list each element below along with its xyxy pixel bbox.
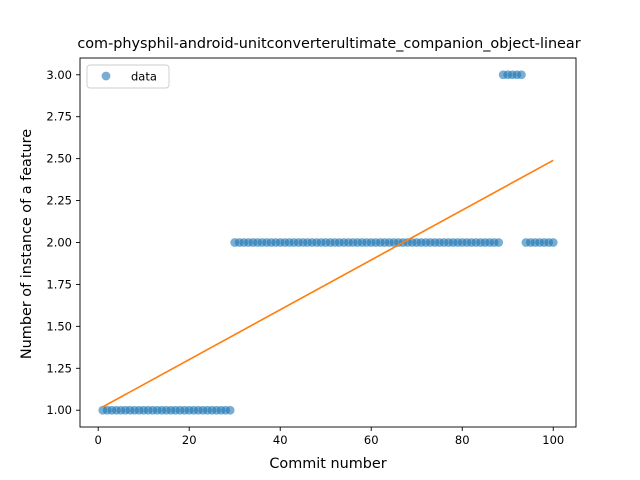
legend-box <box>86 64 170 89</box>
trend-line <box>102 159 554 408</box>
y-tick-label: 3.00 <box>46 68 72 82</box>
x-tick-label: 100 <box>542 433 564 447</box>
y-tick-label: 2.50 <box>46 152 72 166</box>
y-axis-label: Number of instance of a feature <box>19 129 35 359</box>
legend: data <box>86 64 170 89</box>
plot-marks <box>98 70 558 415</box>
y-tick-label: 1.75 <box>46 277 72 291</box>
y-tick-label: 1.25 <box>46 361 72 375</box>
x-tick-label: 40 <box>273 433 288 447</box>
legend-marker <box>101 71 111 81</box>
x-tick-label: 20 <box>182 433 197 447</box>
x-tick-label: 80 <box>455 433 470 447</box>
y-tick-label: 2.75 <box>46 110 72 124</box>
y-tick-label: 2.25 <box>46 194 72 208</box>
x-axis-label: Commit number <box>269 456 386 472</box>
x-tick-label: 0 <box>95 433 102 447</box>
axes: 0 20 40 60 80 100 1.00 1.25 1.50 1.75 2.00 2.25 2.50… <box>46 57 577 447</box>
y-tick-label: 1.00 <box>46 403 72 417</box>
x-tick-label: 60 <box>364 433 379 447</box>
data-point <box>516 70 526 80</box>
y-tick-label: 2.00 <box>46 236 72 250</box>
y-tick-label: 1.50 <box>46 319 72 333</box>
data-point <box>225 405 235 415</box>
chart-title: com-physphil-android-unitconverterultima… <box>77 36 580 52</box>
data-point <box>548 238 558 247</box>
data-point <box>494 238 504 247</box>
legend-label: data <box>131 70 157 84</box>
